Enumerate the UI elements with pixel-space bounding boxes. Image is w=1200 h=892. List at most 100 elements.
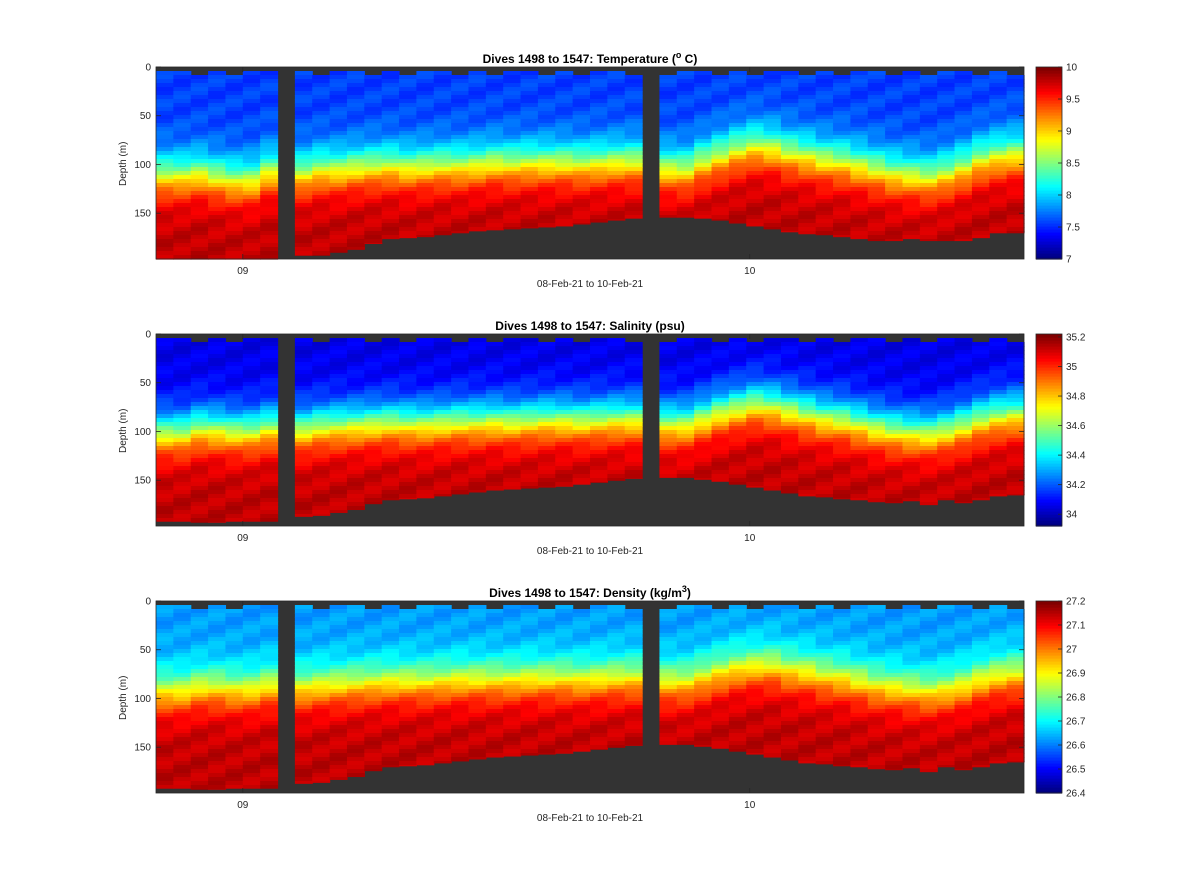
data-cell xyxy=(260,438,279,443)
data-cell xyxy=(190,191,209,196)
data-cell xyxy=(815,215,834,220)
data-cell xyxy=(173,191,192,196)
data-cell xyxy=(537,366,556,371)
data-cell xyxy=(954,414,973,419)
data-cell xyxy=(885,187,904,192)
data-cell xyxy=(433,673,452,678)
data-cell xyxy=(225,227,244,232)
data-cell xyxy=(312,721,331,726)
data-cell xyxy=(173,195,192,200)
data-cell xyxy=(312,669,331,674)
data-cell xyxy=(346,721,365,726)
data-cell xyxy=(624,406,643,411)
data-cell xyxy=(156,761,174,766)
data-cell xyxy=(225,641,244,646)
colorbar-segment xyxy=(1036,409,1062,413)
data-cell xyxy=(156,179,174,184)
data-cell xyxy=(798,482,817,487)
data-cell xyxy=(468,115,487,120)
data-cell xyxy=(885,350,904,355)
data-cell xyxy=(190,147,209,152)
heatmap-field xyxy=(156,67,1025,260)
data-cell xyxy=(555,79,574,84)
data-cell xyxy=(416,175,435,180)
data-cell xyxy=(451,733,470,738)
data-cell xyxy=(381,625,400,630)
data-cell xyxy=(451,370,470,375)
data-cell xyxy=(190,709,209,714)
data-cell xyxy=(312,99,331,104)
data-cell xyxy=(503,103,522,108)
data-cell xyxy=(294,255,313,256)
data-cell xyxy=(208,637,227,642)
data-cell xyxy=(225,761,244,766)
data-cell xyxy=(537,374,556,379)
data-cell xyxy=(225,378,244,383)
data-cell xyxy=(780,143,799,148)
colorbar-segment xyxy=(1036,457,1062,461)
data-cell xyxy=(694,159,713,164)
data-cell xyxy=(937,135,956,140)
data-cell xyxy=(242,378,261,383)
data-cell xyxy=(225,613,244,618)
data-cell xyxy=(294,107,313,112)
data-cell xyxy=(815,223,834,228)
colorbar-segment xyxy=(1036,91,1062,95)
data-cell xyxy=(850,390,869,395)
data-cell xyxy=(260,721,279,726)
data-cell xyxy=(763,223,782,228)
data-cell xyxy=(485,470,504,475)
data-cell xyxy=(746,103,765,108)
data-cell xyxy=(937,470,956,475)
data-cell xyxy=(572,207,591,212)
data-cell xyxy=(156,342,174,347)
data-cell xyxy=(746,79,765,84)
data-cell xyxy=(1006,79,1025,84)
data-cell xyxy=(364,235,383,240)
data-cell xyxy=(416,721,435,726)
data-cell xyxy=(694,163,713,168)
data-cell xyxy=(242,430,261,435)
data-cell xyxy=(885,199,904,204)
data-cell xyxy=(468,641,487,646)
data-cell xyxy=(173,454,192,459)
data-cell xyxy=(537,147,556,152)
data-cell xyxy=(242,382,261,387)
data-cell xyxy=(364,753,383,758)
data-cell xyxy=(919,211,938,216)
data-cell xyxy=(312,474,331,479)
data-cell xyxy=(156,518,174,522)
data-cell xyxy=(676,402,695,407)
data-cell xyxy=(381,207,400,212)
data-cell xyxy=(867,111,886,116)
data-cell xyxy=(468,187,487,192)
data-cell xyxy=(433,605,452,610)
data-cell xyxy=(294,143,313,148)
data-cell xyxy=(937,131,956,136)
data-cell xyxy=(190,761,209,766)
data-cell xyxy=(902,167,921,172)
data-cell xyxy=(381,685,400,690)
data-cell xyxy=(346,494,365,499)
data-cell xyxy=(850,231,869,236)
data-cell xyxy=(416,342,435,347)
data-cell xyxy=(1006,119,1025,124)
colorbar-segment xyxy=(1036,340,1062,344)
data-cell xyxy=(156,717,174,722)
data-cell xyxy=(989,386,1008,391)
data-cell xyxy=(190,195,209,200)
data-cell xyxy=(572,378,591,383)
data-cell xyxy=(520,462,539,467)
data-cell xyxy=(989,398,1008,403)
data-cell xyxy=(451,637,470,642)
data-cell xyxy=(329,107,348,112)
data-cell xyxy=(885,502,904,504)
data-cell xyxy=(780,151,799,156)
data-cell xyxy=(763,87,782,92)
data-cell xyxy=(364,689,383,694)
data-cell xyxy=(763,438,782,443)
data-cell xyxy=(433,374,452,379)
data-cell xyxy=(520,195,539,200)
data-cell xyxy=(294,745,313,750)
data-cell xyxy=(364,131,383,136)
